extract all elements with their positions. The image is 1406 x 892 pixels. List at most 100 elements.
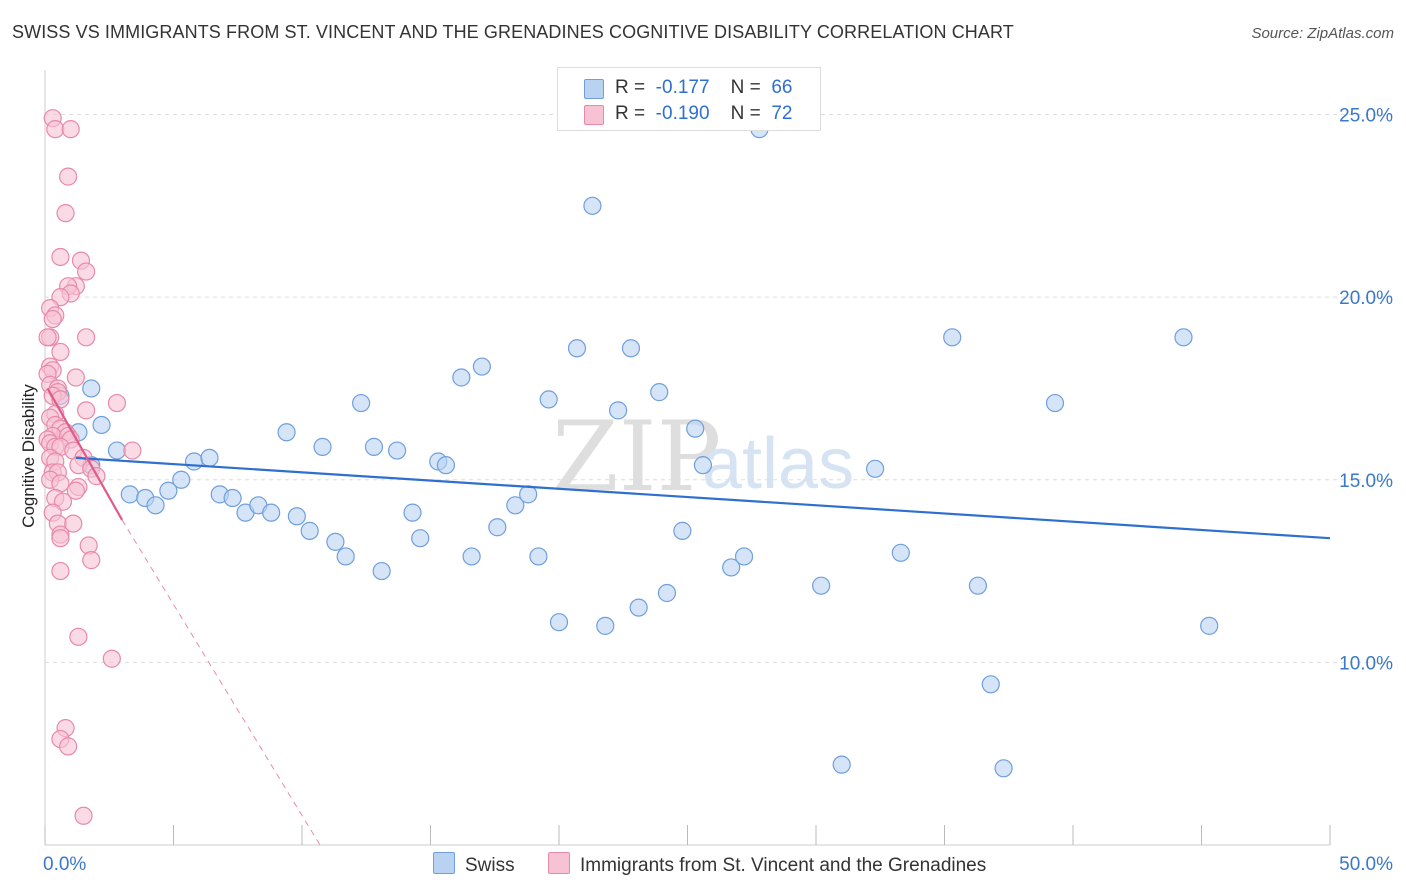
swiss-point (650, 383, 669, 402)
swiss-point (629, 598, 648, 617)
swiss-point (1200, 616, 1219, 635)
y-tick-label: 20.0% (1339, 288, 1393, 309)
swiss-point (452, 368, 471, 387)
svg-point (43, 309, 62, 329)
svg-point (61, 120, 80, 139)
swiss-point (866, 459, 885, 478)
chart-title: SWISS VS IMMIGRANTS FROM ST. VINCENT AND… (12, 22, 1014, 42)
swiss-point (488, 518, 507, 537)
swiss-point (159, 481, 178, 500)
swiss-trend-line (75, 456, 1331, 540)
swiss-point (313, 437, 332, 456)
swiss-point (609, 401, 628, 420)
swiss-point (336, 547, 355, 566)
svg-r-label: R = (615, 103, 646, 124)
swiss-point (300, 521, 319, 540)
swiss-point (968, 576, 988, 595)
svg-point (46, 120, 65, 139)
swiss-point (519, 485, 538, 504)
swiss-point (146, 496, 165, 515)
swiss-r-value: -0.177 (655, 77, 710, 98)
svg-point (102, 649, 121, 668)
svg-point (56, 204, 75, 223)
swiss-point (120, 485, 139, 504)
y-tick-label: 25.0% (1339, 106, 1393, 127)
x-tick-label: 50.0% (1339, 854, 1393, 875)
svg-point (82, 551, 101, 570)
legend-svg-label: Immigrants from St. Vincent and the Gren… (580, 855, 987, 876)
svg-point (69, 627, 88, 646)
swiss-point (262, 503, 281, 522)
swiss-point (657, 583, 677, 603)
swiss-point (673, 521, 692, 540)
svg-n-label: N = (730, 103, 761, 124)
svg-point (77, 328, 96, 347)
svg-point (74, 806, 93, 825)
legend-item-swiss: Swiss (433, 852, 515, 877)
swiss-point (1174, 328, 1193, 347)
y-tick-label: 15.0% (1339, 471, 1393, 492)
chart-source: Source: ZipAtlas.com (1251, 25, 1394, 42)
svg-point (51, 529, 70, 548)
swiss-point (403, 503, 422, 522)
swiss-point (596, 616, 615, 635)
y-axis-label: Cognitive Disability (19, 384, 38, 528)
svg-point (59, 737, 78, 756)
svg-point (51, 342, 70, 362)
svg-swatch (584, 105, 604, 125)
swiss-point (411, 529, 430, 548)
svg-point (77, 401, 96, 420)
grid-layer (45, 114, 1392, 663)
swiss-point (364, 437, 384, 456)
swiss-point (583, 196, 602, 215)
swiss-point (621, 339, 641, 358)
y-tick-label: 10.0% (1339, 653, 1393, 674)
swiss-point (372, 561, 391, 581)
swiss-point (82, 379, 101, 398)
swiss-point (943, 328, 962, 347)
swiss-point (549, 613, 569, 632)
swiss-point (172, 470, 191, 489)
legend-item-svg: Immigrants from St. Vincent and the Gren… (548, 852, 986, 877)
trend-layer (46, 387, 1331, 846)
svg-point (66, 481, 85, 500)
watermark-zip: ZIP (552, 401, 721, 513)
swiss-point (200, 448, 219, 467)
swiss-point (812, 576, 831, 595)
swiss-point (567, 339, 587, 358)
swiss-point (223, 488, 242, 508)
swiss-point (734, 547, 754, 566)
swiss-point (994, 759, 1013, 778)
swiss-point (539, 390, 558, 409)
swiss-point (92, 415, 111, 435)
svg-point (38, 328, 57, 347)
swiss-r-label: R = (615, 77, 646, 98)
swiss-point (326, 532, 345, 551)
axis-layer: 10.0% 15.0% 20.0% 25.0% 0.0% 50.0% (43, 70, 1393, 875)
svg-r-value: -0.190 (655, 103, 710, 124)
svg-trend-extension (121, 519, 321, 846)
swiss-point (352, 393, 371, 413)
swiss-point (529, 547, 548, 566)
x-tick-label: 0.0% (43, 854, 86, 875)
svg-point (59, 167, 78, 186)
swiss-point (287, 507, 306, 526)
swiss-point (462, 547, 481, 566)
swiss-point (107, 441, 127, 460)
swiss-point (472, 357, 491, 376)
swiss-point (832, 755, 851, 774)
swiss-point (722, 558, 741, 577)
swiss-point (277, 423, 296, 442)
svg-point (107, 393, 127, 413)
svg-point (66, 368, 85, 387)
legend-swiss-label: Swiss (465, 855, 515, 876)
swiss-point (693, 456, 713, 475)
stats-legend: R = -0.177 N = 66 R = -0.190 N = 72 (557, 67, 821, 131)
svg-point (51, 561, 70, 581)
swiss-point (981, 675, 1000, 694)
legend-svg-swatch (548, 852, 570, 874)
swiss-point (686, 419, 705, 438)
svg-point (123, 441, 142, 460)
swiss-n-label: N = (730, 77, 761, 98)
